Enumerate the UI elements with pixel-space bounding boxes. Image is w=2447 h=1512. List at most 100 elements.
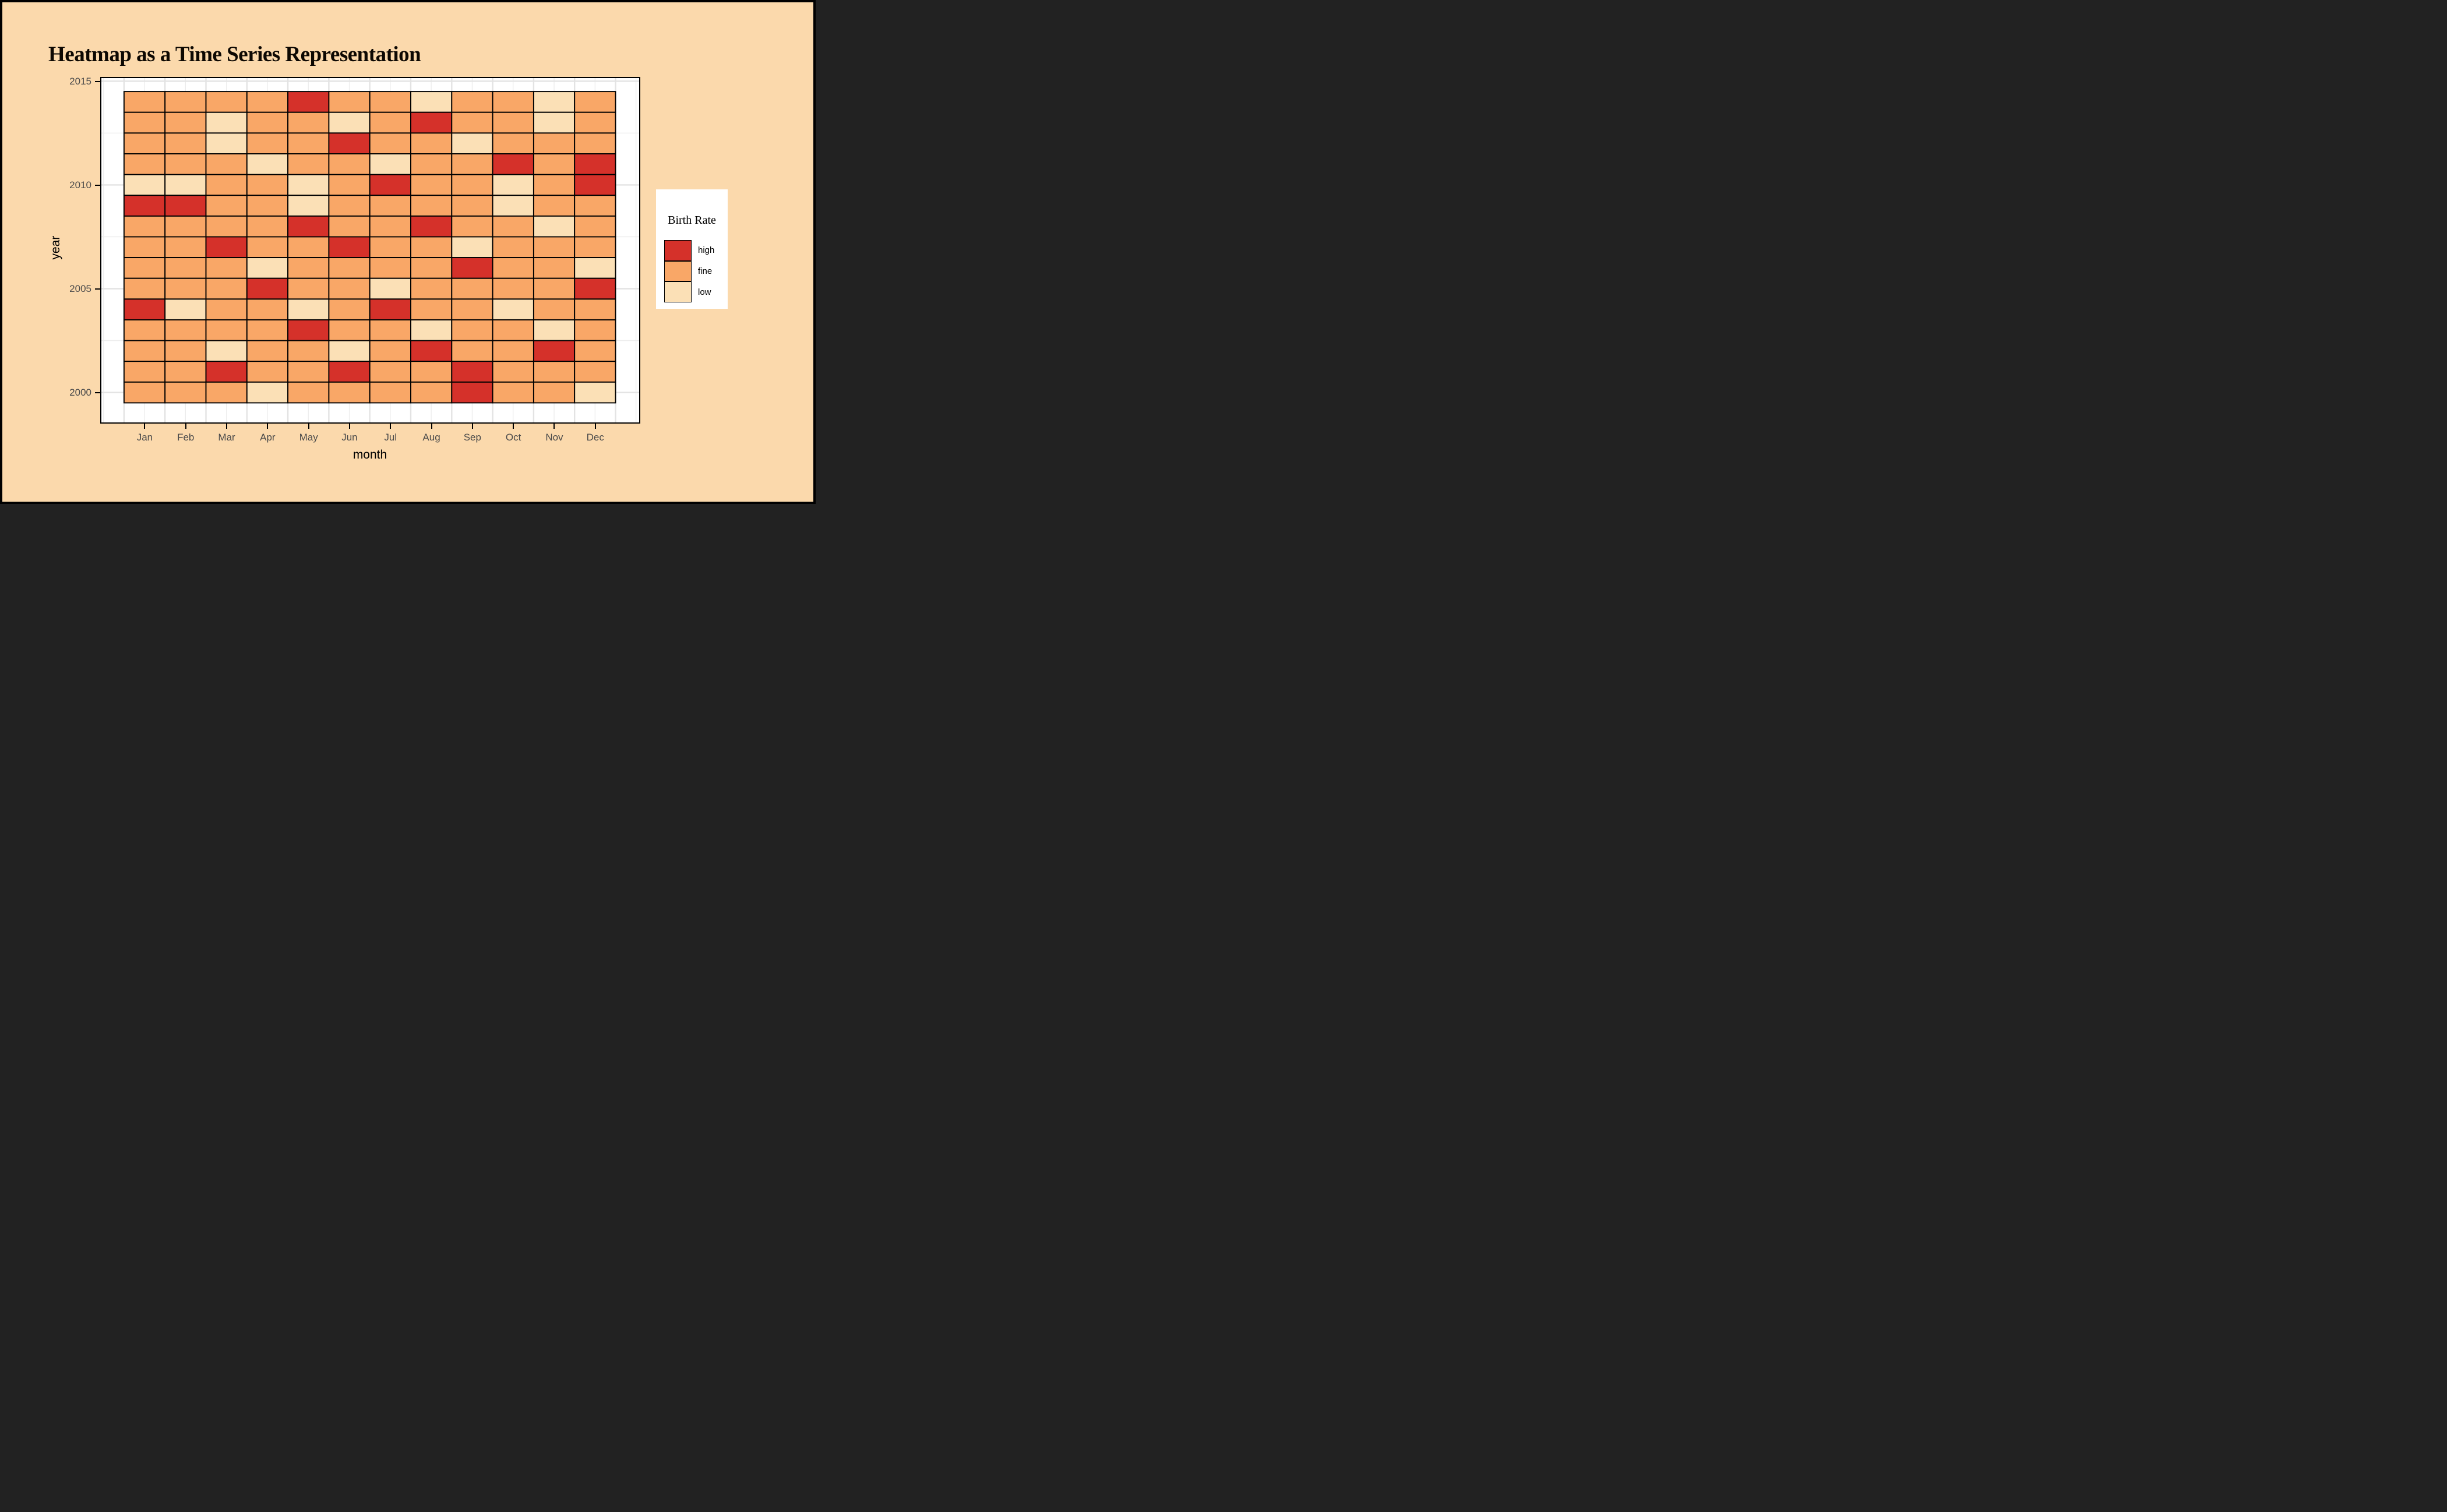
- heatmap-cell-2013-Feb: [164, 111, 207, 134]
- heatmap-cell-2008-Oct: [492, 215, 534, 238]
- heatmap-cell-2000-Oct: [492, 381, 534, 404]
- heatmap-cell-2003-May: [287, 319, 330, 341]
- heatmap-cell-2011-Jan: [123, 153, 166, 175]
- y-tick-label-2015: 2015: [69, 75, 91, 87]
- x-tick-Jan: [144, 424, 146, 429]
- heatmap-cell-2002-Jan: [123, 340, 166, 362]
- x-tick-Nov: [553, 424, 555, 429]
- heatmap-cell-2012-Mar: [205, 132, 248, 154]
- heatmap-cell-2014-Aug: [410, 91, 453, 113]
- heatmap-cell-2012-Jul: [369, 132, 411, 154]
- heatmap-cell-2014-May: [287, 91, 330, 113]
- heatmap-cell-2014-Jun: [328, 91, 371, 113]
- x-tick-Apr: [267, 424, 269, 429]
- heatmap-cell-2003-Aug: [410, 319, 453, 341]
- heatmap-cell-2005-Apr: [246, 277, 289, 300]
- heatmap-cell-2001-Apr: [246, 361, 289, 383]
- legend-key-fine-swatch: [664, 260, 692, 282]
- heatmap-cell-2014-Apr: [246, 91, 289, 113]
- y-tick-2005: [95, 288, 100, 290]
- heatmap-cell-2009-Mar: [205, 195, 248, 217]
- heatmap-cell-2000-Apr: [246, 381, 289, 404]
- heatmap-cell-2012-Jun: [328, 132, 371, 154]
- heatmap-cell-2013-Apr: [246, 111, 289, 134]
- heatmap-cell-2010-Oct: [492, 174, 534, 196]
- heatmap-cell-2010-Dec: [574, 174, 616, 196]
- heatmap-cell-2001-Aug: [410, 361, 453, 383]
- heatmap-cell-2000-Nov: [533, 381, 576, 404]
- heatmap-cell-2012-Feb: [164, 132, 207, 154]
- heatmap-cell-2007-Feb: [164, 236, 207, 259]
- heatmap-cell-2007-Apr: [246, 236, 289, 259]
- heatmap-cell-2011-Dec: [574, 153, 616, 175]
- heatmap-cell-2008-Jul: [369, 215, 411, 238]
- heatmap-cell-2010-Aug: [410, 174, 453, 196]
- heatmap-cell-2005-Oct: [492, 277, 534, 300]
- heatmap-cell-2005-Jun: [328, 277, 371, 300]
- heatmap-cell-2004-Oct: [492, 298, 534, 320]
- heatmap-cell-2000-May: [287, 381, 330, 404]
- heatmap-cell-2000-Dec: [574, 381, 616, 404]
- heatmap-cell-2003-Sep: [451, 319, 493, 341]
- heatmap-cell-2014-Mar: [205, 91, 248, 113]
- heatmap-cell-2009-Sep: [451, 195, 493, 217]
- heatmap-cell-2007-Jun: [328, 236, 371, 259]
- heatmap-cell-2014-Dec: [574, 91, 616, 113]
- heatmap-cell-2012-Sep: [451, 132, 493, 154]
- heatmap-cell-2002-Apr: [246, 340, 289, 362]
- heatmap-cell-2007-Jul: [369, 236, 411, 259]
- chart-title: Heatmap as a Time Series Representation: [48, 43, 421, 66]
- x-axis-title: month: [352, 448, 387, 461]
- heatmap-cell-2003-Jan: [123, 319, 166, 341]
- x-tick-label-Jul: Jul: [384, 432, 397, 443]
- heatmap-cell-2012-Apr: [246, 132, 289, 154]
- heatmap-cell-2004-Feb: [164, 298, 207, 320]
- x-tick-label-Feb: Feb: [177, 432, 195, 443]
- heatmap-cell-2002-Jul: [369, 340, 411, 362]
- heatmap-cell-2000-Jul: [369, 381, 411, 404]
- heatmap-cell-2005-Jan: [123, 277, 166, 300]
- heatmap-cell-2004-Jan: [123, 298, 166, 320]
- heatmap-cell-2012-Nov: [533, 132, 576, 154]
- heatmap-cell-2002-Dec: [574, 340, 616, 362]
- heatmap-cell-2008-Dec: [574, 215, 616, 238]
- heatmap-cell-2003-Jul: [369, 319, 411, 341]
- heatmap-cell-2009-Nov: [533, 195, 576, 217]
- heatmap-cell-2011-Mar: [205, 153, 248, 175]
- heatmap-cell-2003-Dec: [574, 319, 616, 341]
- heatmap-cell-2011-Sep: [451, 153, 493, 175]
- heatmap-cell-2010-May: [287, 174, 330, 196]
- heatmap-cell-2007-Nov: [533, 236, 576, 259]
- heatmap-cell-2005-Aug: [410, 277, 453, 300]
- heatmap-cell-2014-Jan: [123, 91, 166, 113]
- heatmap-cell-2004-Aug: [410, 298, 453, 320]
- heatmap-cell-2006-Apr: [246, 257, 289, 279]
- heatmap-cell-2001-Jul: [369, 361, 411, 383]
- heatmap-cell-2000-Sep: [451, 381, 493, 404]
- heatmap-cell-2008-Feb: [164, 215, 207, 238]
- heatmap-cell-2006-Jan: [123, 257, 166, 279]
- heatmap-cell-2012-Oct: [492, 132, 534, 154]
- heatmap-cell-2006-Mar: [205, 257, 248, 279]
- heatmap-cell-2009-Jan: [123, 195, 166, 217]
- heatmap-cell-2006-Aug: [410, 257, 453, 279]
- heatmap-cell-2011-Jul: [369, 153, 411, 175]
- heatmap-cell-2010-Feb: [164, 174, 207, 196]
- heatmap-cell-2013-Sep: [451, 111, 493, 134]
- x-tick-Sep: [471, 424, 473, 429]
- heatmap-cell-2007-Dec: [574, 236, 616, 259]
- heatmap-cell-2002-Mar: [205, 340, 248, 362]
- y-axis-title: year: [49, 235, 62, 260]
- x-tick-Jun: [348, 424, 350, 429]
- heatmap-cell-2004-Jun: [328, 298, 371, 320]
- heatmap-cell-2001-Dec: [574, 361, 616, 383]
- y-tick-2015: [95, 80, 100, 82]
- x-tick-label-Nov: Nov: [545, 432, 563, 443]
- legend-key-high-swatch: [664, 240, 692, 261]
- heatmap-cell-2013-Oct: [492, 111, 534, 134]
- heatmap-cell-2000-Feb: [164, 381, 207, 404]
- heatmap-cell-2007-Aug: [410, 236, 453, 259]
- legend-label-high: high: [698, 245, 715, 256]
- heatmap-cell-2011-Apr: [246, 153, 289, 175]
- x-tick-Jul: [390, 424, 392, 429]
